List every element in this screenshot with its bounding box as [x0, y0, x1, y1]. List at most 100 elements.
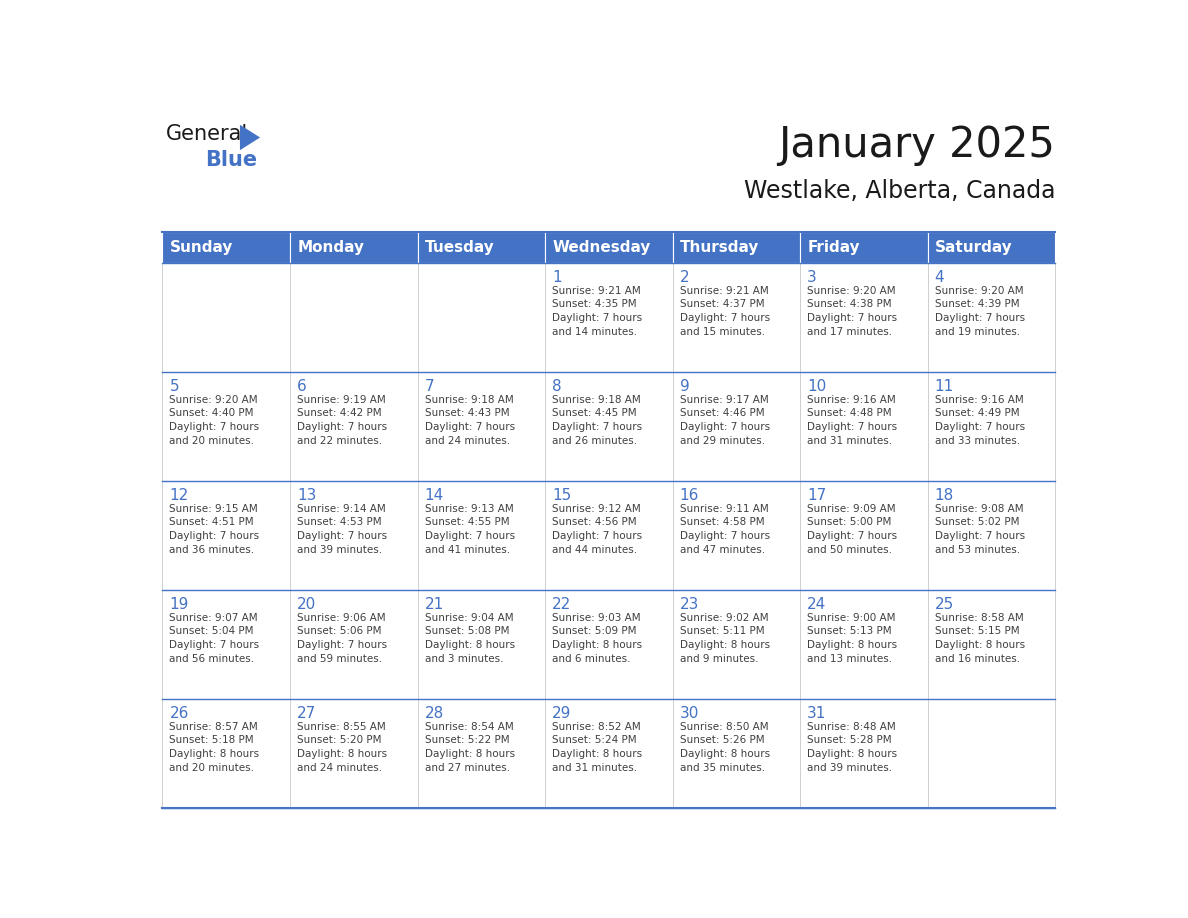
Bar — [545, 481, 672, 589]
Bar — [801, 232, 928, 263]
Text: Sunrise: 9:06 AM
Sunset: 5:06 PM
Daylight: 7 hours
and 59 minutes.: Sunrise: 9:06 AM Sunset: 5:06 PM Dayligh… — [297, 613, 387, 664]
Bar — [801, 589, 928, 699]
Text: Sunrise: 9:20 AM
Sunset: 4:40 PM
Daylight: 7 hours
and 20 minutes.: Sunrise: 9:20 AM Sunset: 4:40 PM Dayligh… — [170, 395, 259, 445]
Text: 28: 28 — [424, 706, 444, 721]
Bar — [801, 372, 928, 481]
Text: Sunrise: 9:04 AM
Sunset: 5:08 PM
Daylight: 8 hours
and 3 minutes.: Sunrise: 9:04 AM Sunset: 5:08 PM Dayligh… — [424, 613, 514, 664]
Text: Sunrise: 9:13 AM
Sunset: 4:55 PM
Daylight: 7 hours
and 41 minutes.: Sunrise: 9:13 AM Sunset: 4:55 PM Dayligh… — [424, 504, 514, 554]
Text: 3: 3 — [807, 270, 817, 285]
Bar — [163, 589, 290, 699]
Bar — [545, 263, 672, 372]
Text: Thursday: Thursday — [681, 240, 759, 254]
Bar — [928, 372, 1055, 481]
Text: Sunday: Sunday — [170, 240, 234, 254]
Text: 27: 27 — [297, 706, 316, 721]
Text: Sunrise: 9:17 AM
Sunset: 4:46 PM
Daylight: 7 hours
and 29 minutes.: Sunrise: 9:17 AM Sunset: 4:46 PM Dayligh… — [680, 395, 770, 445]
Text: Sunrise: 9:09 AM
Sunset: 5:00 PM
Daylight: 7 hours
and 50 minutes.: Sunrise: 9:09 AM Sunset: 5:00 PM Dayligh… — [807, 504, 897, 554]
Text: Sunrise: 9:20 AM
Sunset: 4:39 PM
Daylight: 7 hours
and 19 minutes.: Sunrise: 9:20 AM Sunset: 4:39 PM Dayligh… — [935, 285, 1025, 337]
Text: 29: 29 — [552, 706, 571, 721]
Bar — [417, 263, 545, 372]
Text: Sunrise: 8:54 AM
Sunset: 5:22 PM
Daylight: 8 hours
and 27 minutes.: Sunrise: 8:54 AM Sunset: 5:22 PM Dayligh… — [424, 722, 514, 773]
Text: 15: 15 — [552, 487, 571, 503]
Text: 24: 24 — [807, 597, 827, 611]
Text: Saturday: Saturday — [935, 240, 1013, 254]
Bar — [163, 232, 290, 263]
Text: 11: 11 — [935, 378, 954, 394]
Bar — [672, 699, 801, 808]
Bar — [672, 589, 801, 699]
Text: 19: 19 — [170, 597, 189, 611]
Text: Tuesday: Tuesday — [425, 240, 495, 254]
Text: 4: 4 — [935, 270, 944, 285]
Text: 18: 18 — [935, 487, 954, 503]
Text: 23: 23 — [680, 597, 699, 611]
Text: 13: 13 — [297, 487, 316, 503]
Text: Wednesday: Wednesday — [552, 240, 651, 254]
Text: 17: 17 — [807, 487, 827, 503]
Polygon shape — [240, 125, 260, 151]
Bar — [163, 699, 290, 808]
Bar — [290, 263, 417, 372]
Text: Sunrise: 9:02 AM
Sunset: 5:11 PM
Daylight: 8 hours
and 9 minutes.: Sunrise: 9:02 AM Sunset: 5:11 PM Dayligh… — [680, 613, 770, 664]
Bar — [928, 481, 1055, 589]
Text: Sunrise: 8:50 AM
Sunset: 5:26 PM
Daylight: 8 hours
and 35 minutes.: Sunrise: 8:50 AM Sunset: 5:26 PM Dayligh… — [680, 722, 770, 773]
Text: 31: 31 — [807, 706, 827, 721]
Bar — [672, 481, 801, 589]
Bar — [672, 232, 801, 263]
Text: Sunrise: 8:52 AM
Sunset: 5:24 PM
Daylight: 8 hours
and 31 minutes.: Sunrise: 8:52 AM Sunset: 5:24 PM Dayligh… — [552, 722, 643, 773]
Text: 7: 7 — [424, 378, 434, 394]
Text: Sunrise: 8:48 AM
Sunset: 5:28 PM
Daylight: 8 hours
and 39 minutes.: Sunrise: 8:48 AM Sunset: 5:28 PM Dayligh… — [807, 722, 897, 773]
Text: Sunrise: 8:58 AM
Sunset: 5:15 PM
Daylight: 8 hours
and 16 minutes.: Sunrise: 8:58 AM Sunset: 5:15 PM Dayligh… — [935, 613, 1025, 664]
Bar — [417, 372, 545, 481]
Text: Sunrise: 9:21 AM
Sunset: 4:37 PM
Daylight: 7 hours
and 15 minutes.: Sunrise: 9:21 AM Sunset: 4:37 PM Dayligh… — [680, 285, 770, 337]
Text: 25: 25 — [935, 597, 954, 611]
Text: Sunrise: 9:07 AM
Sunset: 5:04 PM
Daylight: 7 hours
and 56 minutes.: Sunrise: 9:07 AM Sunset: 5:04 PM Dayligh… — [170, 613, 259, 664]
Text: Sunrise: 9:16 AM
Sunset: 4:48 PM
Daylight: 7 hours
and 31 minutes.: Sunrise: 9:16 AM Sunset: 4:48 PM Dayligh… — [807, 395, 897, 445]
Bar — [417, 481, 545, 589]
Bar — [545, 372, 672, 481]
Text: 20: 20 — [297, 597, 316, 611]
Text: 9: 9 — [680, 378, 689, 394]
Text: Sunrise: 9:21 AM
Sunset: 4:35 PM
Daylight: 7 hours
and 14 minutes.: Sunrise: 9:21 AM Sunset: 4:35 PM Dayligh… — [552, 285, 643, 337]
Text: 1: 1 — [552, 270, 562, 285]
Bar — [545, 232, 672, 263]
Bar — [928, 699, 1055, 808]
Bar — [290, 699, 417, 808]
Text: Sunrise: 9:16 AM
Sunset: 4:49 PM
Daylight: 7 hours
and 33 minutes.: Sunrise: 9:16 AM Sunset: 4:49 PM Dayligh… — [935, 395, 1025, 445]
Text: Sunrise: 9:14 AM
Sunset: 4:53 PM
Daylight: 7 hours
and 39 minutes.: Sunrise: 9:14 AM Sunset: 4:53 PM Dayligh… — [297, 504, 387, 554]
Bar — [928, 263, 1055, 372]
Text: Sunrise: 9:12 AM
Sunset: 4:56 PM
Daylight: 7 hours
and 44 minutes.: Sunrise: 9:12 AM Sunset: 4:56 PM Dayligh… — [552, 504, 643, 554]
Text: Sunrise: 9:19 AM
Sunset: 4:42 PM
Daylight: 7 hours
and 22 minutes.: Sunrise: 9:19 AM Sunset: 4:42 PM Dayligh… — [297, 395, 387, 445]
Bar — [417, 589, 545, 699]
Text: Sunrise: 9:18 AM
Sunset: 4:45 PM
Daylight: 7 hours
and 26 minutes.: Sunrise: 9:18 AM Sunset: 4:45 PM Dayligh… — [552, 395, 643, 445]
Bar — [163, 263, 290, 372]
Text: 14: 14 — [424, 487, 444, 503]
Text: 21: 21 — [424, 597, 444, 611]
Bar — [545, 699, 672, 808]
Bar — [290, 589, 417, 699]
Text: 8: 8 — [552, 378, 562, 394]
Bar — [672, 372, 801, 481]
Bar — [672, 263, 801, 372]
Bar — [290, 372, 417, 481]
Text: General: General — [165, 124, 248, 144]
Bar — [163, 481, 290, 589]
Text: 10: 10 — [807, 378, 827, 394]
Text: Friday: Friday — [808, 240, 860, 254]
Text: Sunrise: 8:57 AM
Sunset: 5:18 PM
Daylight: 8 hours
and 20 minutes.: Sunrise: 8:57 AM Sunset: 5:18 PM Dayligh… — [170, 722, 259, 773]
Text: Sunrise: 9:15 AM
Sunset: 4:51 PM
Daylight: 7 hours
and 36 minutes.: Sunrise: 9:15 AM Sunset: 4:51 PM Dayligh… — [170, 504, 259, 554]
Text: 22: 22 — [552, 597, 571, 611]
Text: 26: 26 — [170, 706, 189, 721]
Text: 16: 16 — [680, 487, 699, 503]
Text: Monday: Monday — [298, 240, 365, 254]
Text: January 2025: January 2025 — [778, 124, 1055, 166]
Text: Sunrise: 9:08 AM
Sunset: 5:02 PM
Daylight: 7 hours
and 53 minutes.: Sunrise: 9:08 AM Sunset: 5:02 PM Dayligh… — [935, 504, 1025, 554]
Text: Sunrise: 9:00 AM
Sunset: 5:13 PM
Daylight: 8 hours
and 13 minutes.: Sunrise: 9:00 AM Sunset: 5:13 PM Dayligh… — [807, 613, 897, 664]
Text: 30: 30 — [680, 706, 699, 721]
Bar — [928, 232, 1055, 263]
Bar — [801, 699, 928, 808]
Bar — [290, 232, 417, 263]
Bar — [801, 481, 928, 589]
Bar — [290, 481, 417, 589]
Text: 12: 12 — [170, 487, 189, 503]
